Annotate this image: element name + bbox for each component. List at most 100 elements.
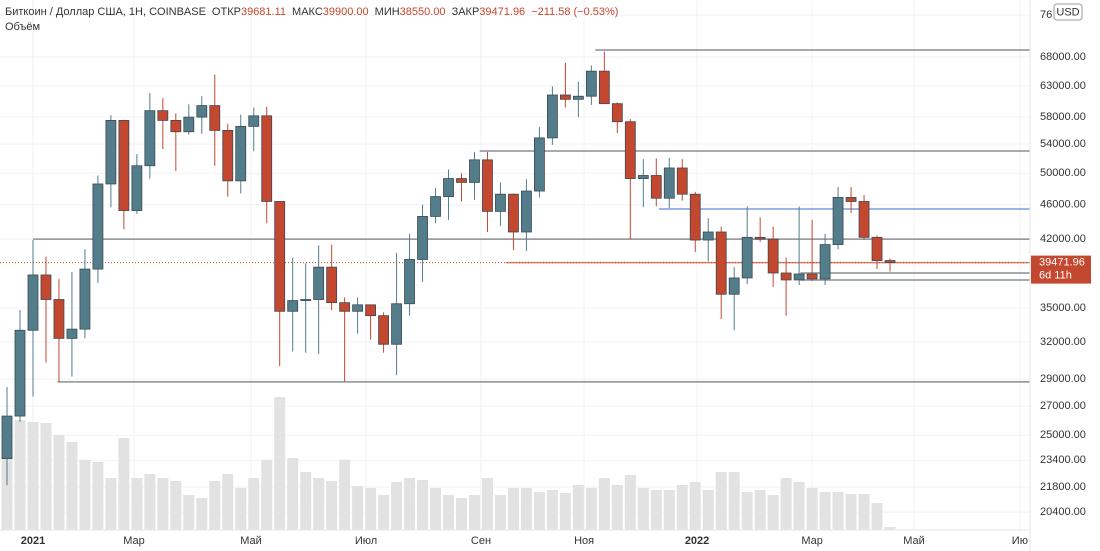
candle-body: [637, 175, 649, 179]
candle-body: [871, 236, 883, 261]
x-tick-label: Ию: [1012, 535, 1028, 547]
volume-bar: [196, 498, 208, 530]
y-tick-label: 50000.00: [1040, 167, 1086, 179]
x-tick-label: Сен: [471, 535, 491, 547]
candle-body: [14, 329, 26, 417]
candle-body: [754, 236, 766, 240]
volume-bar: [884, 527, 896, 530]
volume-bar: [533, 492, 545, 530]
candle-body: [326, 266, 338, 304]
countdown-label: 6d 11h: [1039, 269, 1072, 281]
candle-body: [482, 159, 493, 212]
candle-body: [287, 300, 299, 312]
candle-body: [365, 304, 377, 317]
volume-bar: [494, 495, 506, 530]
ohlc-value: 39471.96: [479, 6, 525, 18]
candle-body: [183, 116, 195, 133]
candle-body: [534, 137, 545, 192]
x-tick-label: Май: [903, 535, 925, 547]
volume-bar: [274, 397, 286, 530]
candle-body: [689, 193, 701, 241]
volume-bar: [170, 481, 182, 530]
volume-bar: [144, 474, 156, 530]
candle-body: [546, 94, 558, 139]
volume-bar: [780, 478, 792, 530]
candle-body: [118, 120, 130, 211]
candle-body: [274, 201, 286, 312]
candle-body: [1, 415, 13, 460]
candle-body: [170, 120, 182, 133]
y-tick-label: 21800.00: [1040, 481, 1086, 493]
volume-bar: [157, 478, 169, 530]
candle-body: [469, 159, 480, 183]
candle-body: [598, 70, 610, 105]
volume-bar: [468, 495, 480, 530]
header: Биткоин / Доллар США, 1Н, COINBASE ОТКР39…: [5, 6, 618, 18]
y-tick-label: 20400.00: [1040, 506, 1086, 518]
ohlc-label: МИН: [375, 6, 400, 18]
candle-body: [521, 190, 532, 233]
candle-body: [235, 125, 247, 182]
x-tick-label: Май: [240, 535, 262, 547]
volume-bar: [261, 460, 273, 530]
ohlc-value: 38550.00: [400, 6, 446, 18]
y-tick-label: 68000.00: [1040, 51, 1086, 63]
candle-body: [884, 260, 896, 263]
ohlc-label: ЗАКР: [452, 6, 480, 18]
x-tick-label: 2022: [685, 535, 709, 547]
volume-bar: [832, 492, 844, 530]
y-tick-label: 58000.00: [1040, 111, 1086, 123]
y-tick-label: 25000.00: [1040, 429, 1086, 441]
volume-bar: [131, 478, 143, 530]
y-tick-label: 42000.00: [1040, 233, 1086, 245]
change: −211.58 (−0.53%): [531, 6, 618, 18]
volume-bar: [339, 460, 351, 530]
x-tick-label: Ноя: [574, 535, 594, 547]
candle-body: [806, 273, 818, 280]
candle-body: [728, 277, 740, 295]
candle-body: [209, 105, 221, 131]
volume-bar: [417, 480, 429, 530]
candle-body: [715, 231, 727, 295]
volume-bar: [391, 482, 403, 530]
volume-bar: [378, 495, 390, 530]
volume-bar: [650, 490, 662, 530]
volume-bar: [858, 494, 870, 530]
candle-body: [352, 304, 364, 312]
x-tick-label: 2021: [21, 535, 45, 547]
candle-body: [92, 183, 104, 270]
volume-bar: [689, 482, 701, 530]
candle-body: [222, 129, 234, 182]
y-tick-label: 63000.00: [1040, 80, 1086, 92]
volume-bar: [767, 495, 779, 530]
y-tick-label: 54000.00: [1040, 138, 1086, 150]
volume-bar: [598, 478, 610, 530]
candle-body: [559, 94, 571, 100]
volume-bar: [248, 478, 260, 530]
volume-bar: [14, 420, 26, 530]
y-tick-label: 29000.00: [1040, 373, 1086, 385]
y-tick-label: 32000.00: [1040, 336, 1086, 348]
candle-body: [53, 299, 65, 339]
ohlc-label: ОТКР: [212, 6, 241, 18]
volume-bar: [209, 481, 221, 530]
currency-badge[interactable]: [1053, 3, 1083, 21]
volume-bar: [559, 493, 571, 530]
candle-body: [79, 268, 91, 330]
candle-body: [391, 303, 402, 345]
candle-body: [404, 259, 415, 305]
volume-bar: [637, 488, 649, 530]
volume-bar: [585, 488, 597, 530]
currency: USD: [1056, 6, 1079, 18]
volume-bar: [287, 458, 299, 530]
candle-body: [430, 196, 441, 217]
candle-body: [858, 201, 870, 238]
candle-body: [339, 302, 351, 312]
candle-body: [793, 273, 805, 281]
volume-bar: [105, 478, 117, 530]
candle-body: [66, 328, 78, 339]
candle-body: [40, 274, 52, 300]
volume-bar: [728, 472, 740, 530]
volume-bar: [404, 478, 416, 530]
